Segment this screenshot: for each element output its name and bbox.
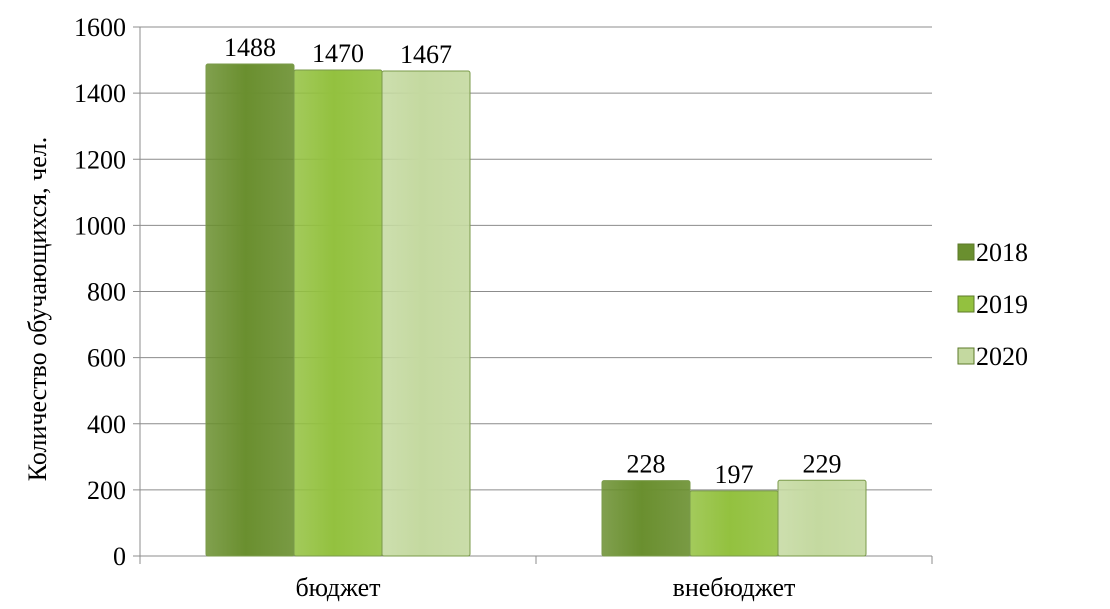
axes: 0 200 400 600 800 1000 1200 1400 1600 бюджет внебю… bbox=[74, 13, 933, 602]
data-labels: 1488 1470 1467 228 197 229 bbox=[224, 33, 842, 489]
bar-2018-внебюджет bbox=[601, 480, 691, 557]
legend: 2018 2019 2020 bbox=[957, 238, 1028, 371]
legend-swatch bbox=[957, 295, 975, 313]
data-label: 1470 bbox=[312, 39, 364, 68]
y-axis-title: Количество обучающихся, чел. bbox=[23, 137, 52, 481]
bar-2020-внебюджет bbox=[777, 479, 867, 557]
y-tick-label: 0 bbox=[113, 542, 126, 571]
y-tick-label: 1000 bbox=[74, 211, 126, 240]
bar-2020-бюджет bbox=[381, 70, 471, 557]
y-tick-label: 800 bbox=[87, 278, 126, 307]
data-label: 1467 bbox=[400, 40, 452, 69]
bar-2019-внебюджет bbox=[689, 490, 779, 557]
bars bbox=[205, 63, 867, 557]
y-tick-label: 600 bbox=[87, 344, 126, 373]
data-label: 1488 bbox=[224, 33, 276, 62]
y-tick-label: 1400 bbox=[74, 79, 126, 108]
y-tick-label: 1200 bbox=[74, 145, 126, 174]
legend-label: 2018 bbox=[976, 238, 1028, 267]
legend-label: 2019 bbox=[976, 290, 1028, 319]
legend-label: 2020 bbox=[976, 342, 1028, 371]
data-label: 197 bbox=[715, 460, 754, 489]
y-tick-label: 1600 bbox=[74, 13, 126, 42]
bar-2018-бюджет bbox=[205, 63, 295, 557]
y-tick-label: 400 bbox=[87, 410, 126, 439]
data-label: 229 bbox=[803, 449, 842, 478]
legend-swatch bbox=[957, 243, 975, 261]
data-label: 228 bbox=[627, 450, 666, 479]
x-category-label: внебюджет bbox=[673, 573, 796, 602]
bar-2019-бюджет bbox=[293, 69, 383, 557]
legend-swatch bbox=[957, 347, 975, 365]
y-tick-label: 200 bbox=[87, 476, 126, 505]
x-category-label: бюджет bbox=[295, 573, 380, 602]
